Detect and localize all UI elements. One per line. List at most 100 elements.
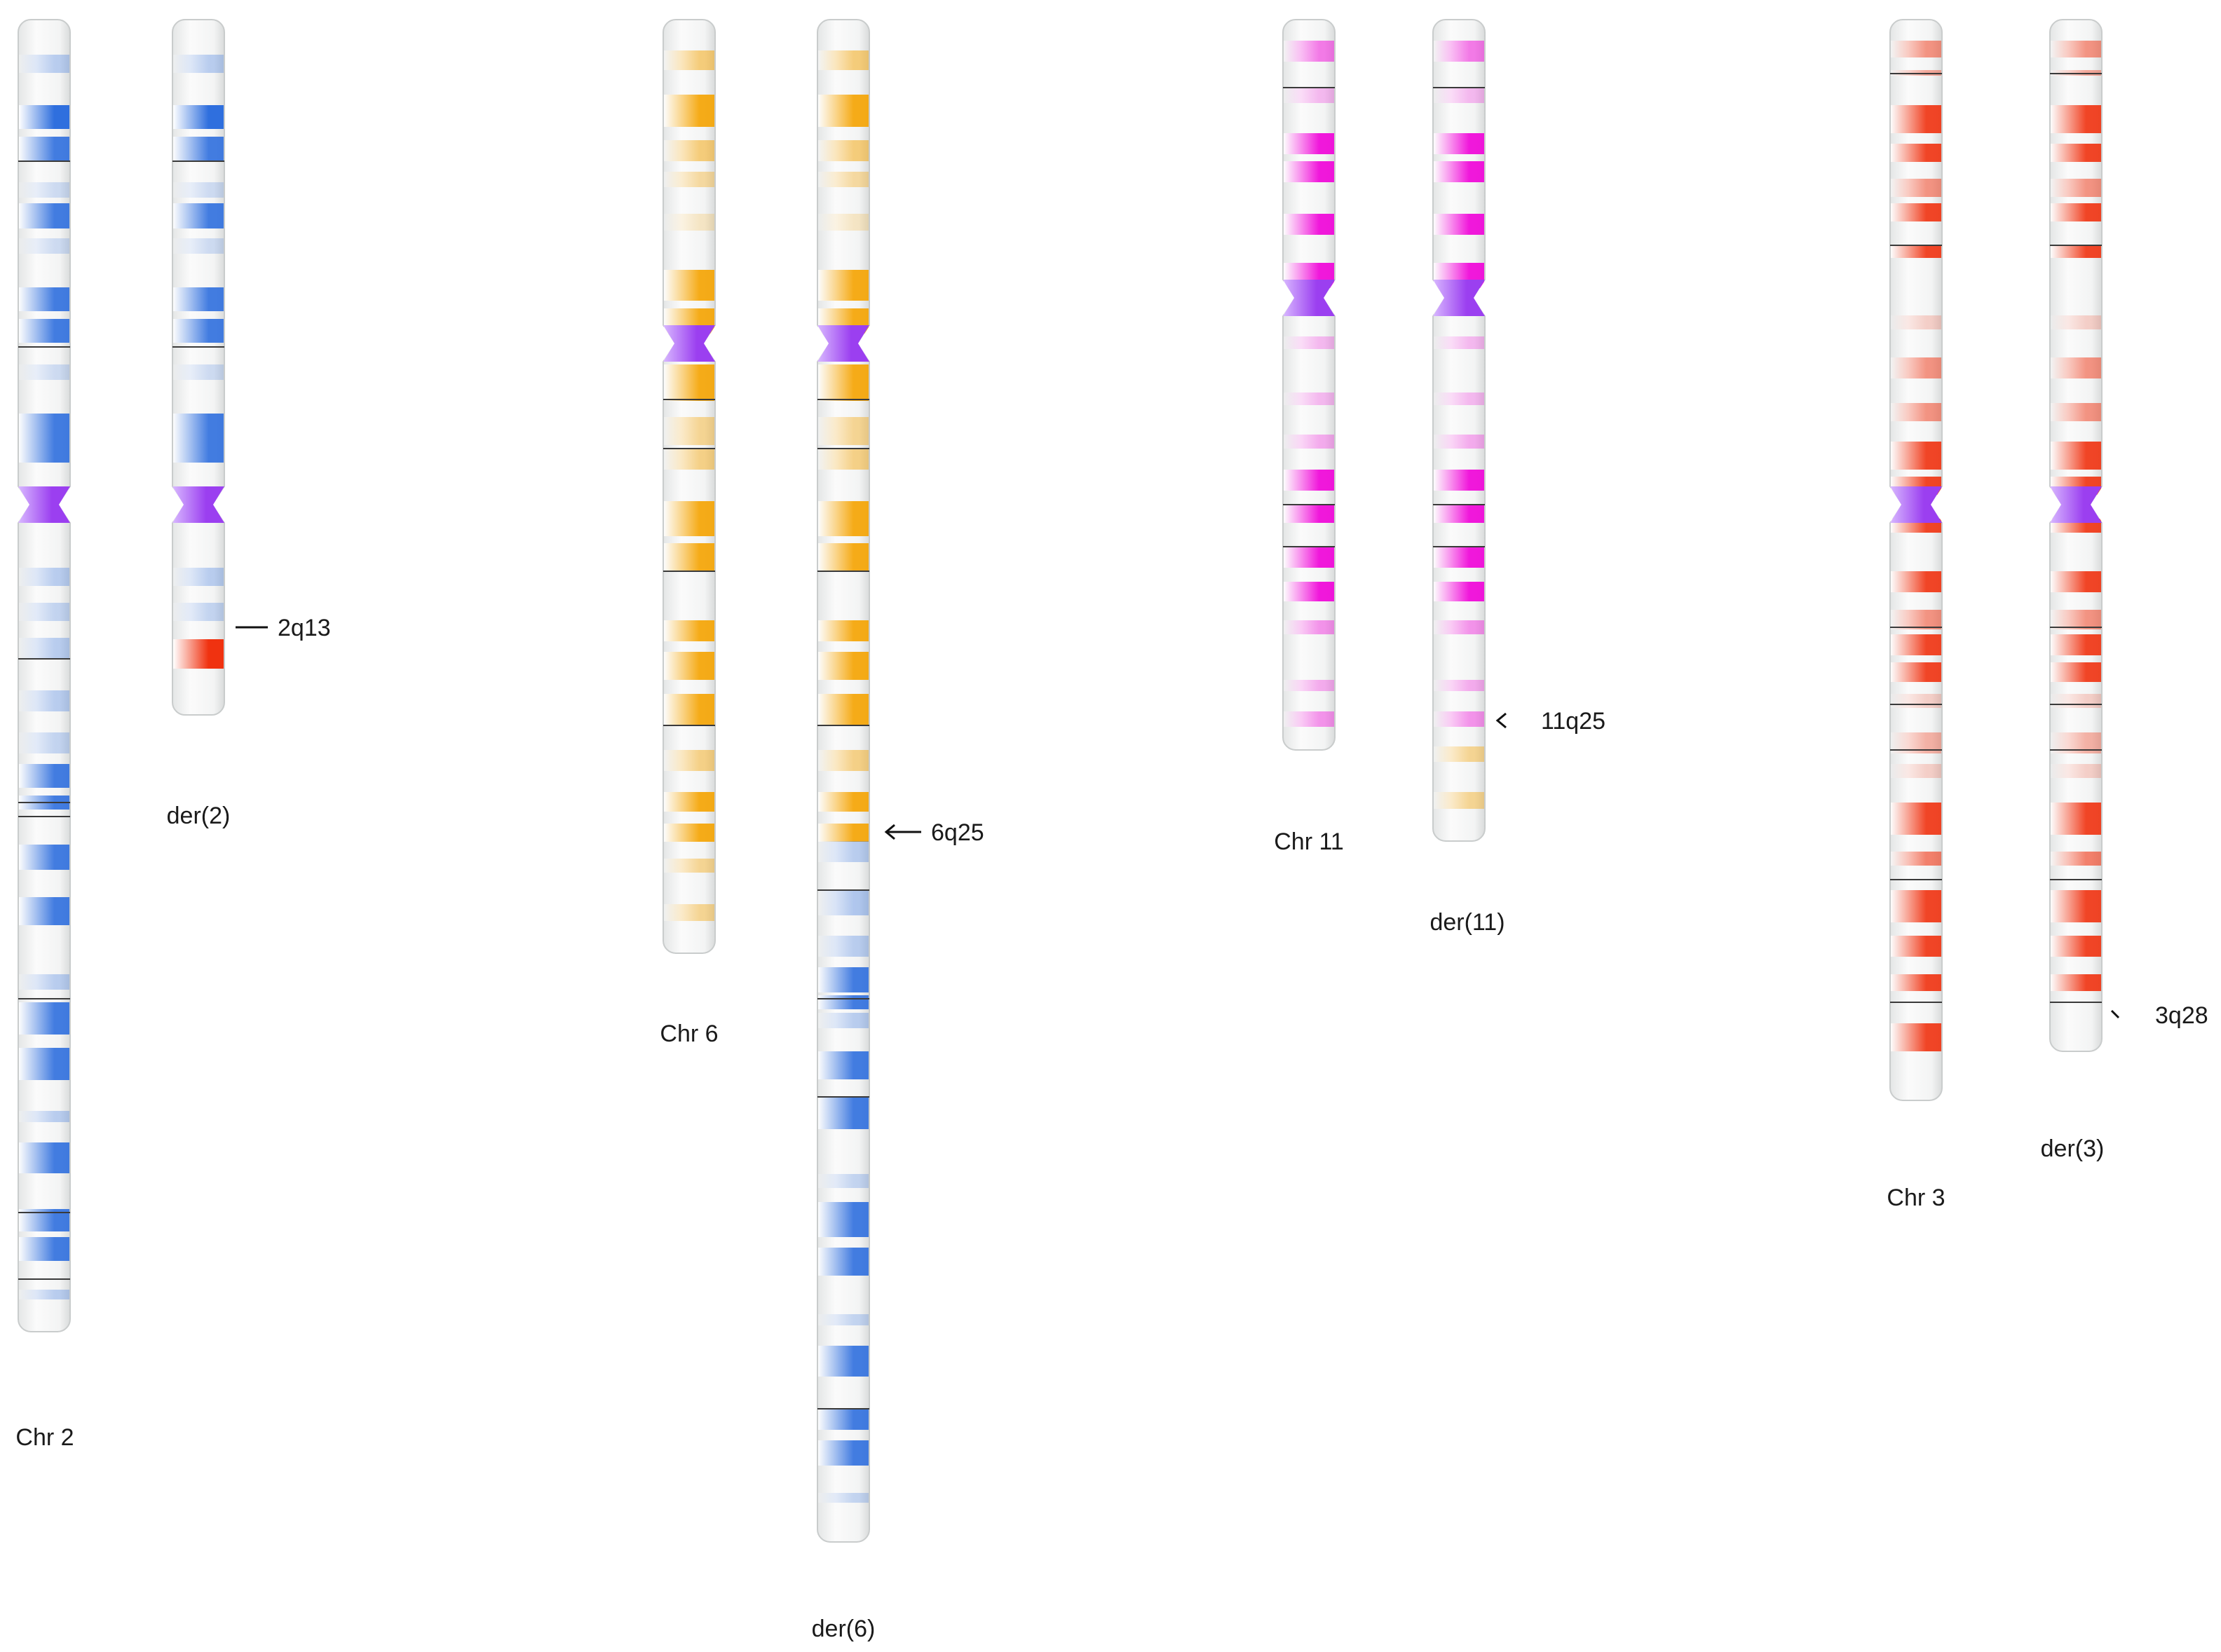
chromosome-band [19, 1237, 69, 1261]
chromosome-band [1434, 41, 1484, 62]
centromere-notch [2091, 486, 2103, 523]
chromosome-band [2051, 936, 2101, 957]
chromosome-band [818, 214, 869, 231]
chromosome-band [664, 694, 714, 726]
chromosome-band [2051, 357, 2101, 378]
label-chr11: Chr 11 [1274, 828, 1344, 855]
chromosome-chr3 [1889, 19, 1943, 1101]
chromosome-band [2051, 764, 2101, 778]
chromosome-body [1282, 19, 1336, 751]
chromosome-band [173, 287, 224, 311]
chromosome-band [818, 1346, 869, 1377]
chromosome-band [1434, 88, 1484, 103]
chromosome-band [1891, 634, 1941, 655]
chromosome-band [19, 1111, 69, 1122]
chromosome-band [1891, 245, 1941, 258]
label-der2: der(2) [167, 803, 231, 829]
chromosome-band [19, 105, 69, 129]
chromosome-band [818, 967, 869, 992]
chromosome-band [173, 137, 224, 161]
chromosome-band [1434, 792, 1484, 809]
chromosome-band [19, 414, 69, 463]
chromosome-band [173, 203, 224, 228]
breakpoint-arrow-head [884, 824, 895, 840]
chromosome-band [1434, 547, 1484, 568]
chromosome-band [664, 172, 714, 187]
chromosome-band [19, 732, 69, 753]
chromosome-bands [1282, 41, 1336, 727]
chromosome-band [664, 270, 714, 301]
centromere-notch [1324, 280, 1336, 316]
chromosome-bands [817, 50, 870, 842]
chromosome-band [818, 652, 869, 680]
chromosome-band [173, 55, 224, 73]
chromosome-band [1284, 680, 1334, 691]
chromosome-band [1434, 435, 1484, 449]
chromosome-band [818, 50, 869, 70]
chromosome-band [1891, 41, 1941, 57]
centromere [2050, 486, 2102, 523]
centromere-notch [2049, 486, 2061, 523]
centromere-notch [213, 486, 225, 523]
chromosome-band [1284, 505, 1334, 523]
chromosome-band [664, 449, 714, 470]
centromere-notch [1474, 280, 1486, 316]
chromosome-band [664, 95, 714, 127]
chromosome-band [2051, 41, 2101, 57]
chromosome-band [2051, 852, 2101, 866]
centromere-notch [18, 486, 29, 523]
chromosome-band [818, 620, 869, 641]
chromosome-chr6 [663, 19, 716, 954]
chromosome-band [818, 694, 869, 726]
chromosome-band [818, 1051, 869, 1079]
chromosome-band [2051, 662, 2101, 682]
chromosome-band [173, 568, 224, 586]
chromosome-band [2051, 315, 2101, 329]
chromosome-band [1434, 133, 1484, 154]
chromosome-band [1434, 214, 1484, 235]
chromosome-band [818, 140, 869, 161]
chromosome-band [1284, 620, 1334, 634]
chromosome-band [2051, 179, 2101, 197]
chromosome-band [173, 238, 224, 254]
breakpoint-arrow-head [1495, 712, 1507, 729]
chromosome-band [2051, 890, 2101, 922]
chromosome-band [1891, 694, 1941, 708]
chromosome-band [664, 140, 714, 161]
chromosome-band [2051, 203, 2101, 221]
chromosome-band [1891, 403, 1941, 421]
chromosome-band [19, 897, 69, 925]
chromosome-band [2051, 144, 2101, 162]
chromosome-band [19, 203, 69, 228]
label-chr6: Chr 6 [660, 1020, 718, 1047]
chromosome-bands [2049, 41, 2103, 1003]
centromere [1433, 280, 1485, 316]
chromosome-band [818, 364, 869, 401]
chromosome-band [664, 214, 714, 231]
chromosome-band [1891, 803, 1941, 835]
chromosome-band [2051, 571, 2101, 592]
chromosome-band [2051, 403, 2101, 421]
chromosome-der6 [817, 19, 870, 1543]
chromosome-band [1891, 315, 1941, 329]
centromere-notch [59, 486, 71, 523]
breakpoint-label: 11q25 [1541, 708, 1605, 735]
breakpoint-tick [2110, 1009, 2120, 1019]
chromosome-bands [18, 55, 71, 1299]
breakpoint-label: 2q13 [278, 615, 331, 641]
chromosome-band [818, 841, 869, 862]
chromosome-band [1891, 662, 1941, 682]
chromosome-band [1891, 203, 1941, 221]
chromosome-band [664, 50, 714, 70]
chromosome-band [1891, 936, 1941, 957]
chromosome-band [19, 1290, 69, 1299]
label-der6: der(6) [812, 1616, 876, 1642]
breakpoint-marker-2q13: 2q13 [236, 615, 331, 641]
chromosome-band [2051, 634, 2101, 655]
chromosome-band [1284, 133, 1334, 154]
chromosome-band [1891, 179, 1941, 197]
chromosome-bands-translocated [173, 639, 224, 669]
chromosome-band [19, 1002, 69, 1035]
breakpoint-marker-6q25: 6q25 [884, 819, 984, 846]
chromosome-band [1891, 1023, 1941, 1051]
